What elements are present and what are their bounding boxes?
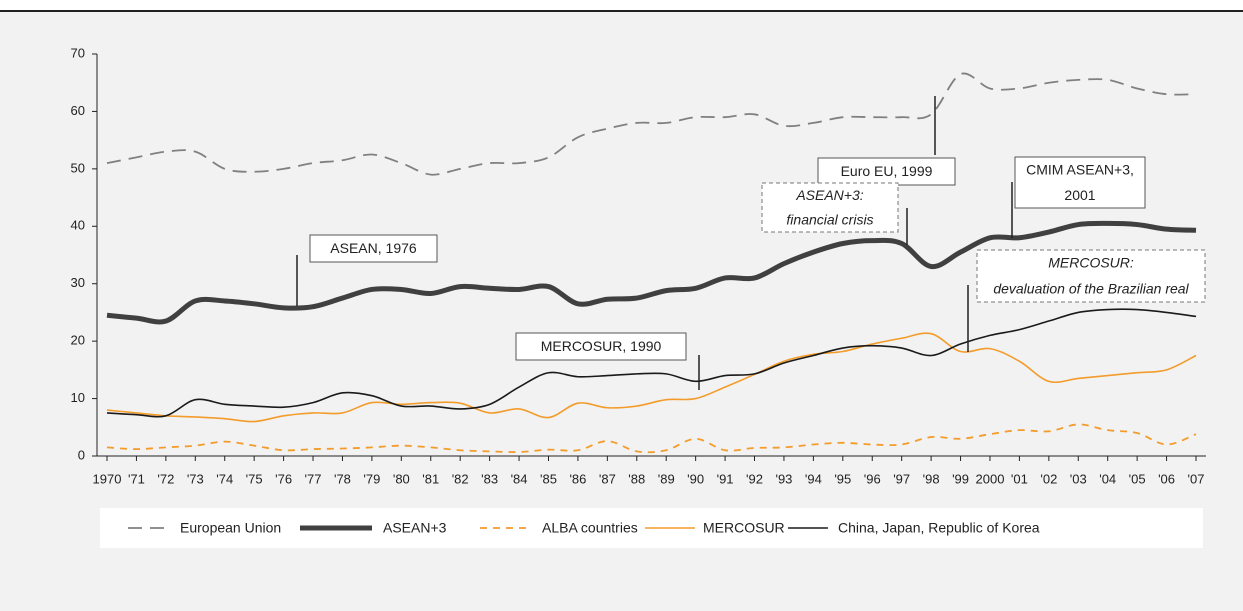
x-tick-label: '82 xyxy=(452,471,469,486)
x-tick-label: '91 xyxy=(717,471,734,486)
x-tick-label: '74 xyxy=(216,471,233,486)
x-tick-label: '79 xyxy=(363,471,380,486)
legend-label: MERCOSUR xyxy=(703,520,785,536)
annotation-text: ASEAN+3: xyxy=(795,187,863,203)
x-tick-label: '94 xyxy=(805,471,822,486)
x-tick-label: '84 xyxy=(511,471,528,486)
x-tick-label: '75 xyxy=(246,471,263,486)
annotation-box xyxy=(515,332,687,361)
x-tick-label: '76 xyxy=(275,471,292,486)
x-tick-label: '80 xyxy=(393,471,410,486)
annotation-text: 2001 xyxy=(1064,187,1095,203)
x-tick-label: '87 xyxy=(599,471,616,486)
x-tick-label: '98 xyxy=(923,471,940,486)
annotation-box xyxy=(761,182,899,233)
x-tick-label: '06 xyxy=(1158,471,1175,486)
x-tick-label: '81 xyxy=(422,471,439,486)
x-tick-label: '88 xyxy=(628,471,645,486)
legend-label: China, Japan, Republic of Korea xyxy=(838,520,1040,536)
x-tick-label: '03 xyxy=(1070,471,1087,486)
x-tick-label: 2000 xyxy=(976,471,1005,486)
x-tick-label: '97 xyxy=(893,471,910,486)
x-tick-label: '86 xyxy=(569,471,586,486)
x-tick-label: '93 xyxy=(775,471,792,486)
x-tick-label: '77 xyxy=(305,471,322,486)
x-tick-label: '05 xyxy=(1129,471,1146,486)
annotation-text: MERCOSUR, 1990 xyxy=(541,338,662,354)
x-tick-label: '89 xyxy=(658,471,675,486)
x-tick-label: '71 xyxy=(128,471,145,486)
x-tick-label: '99 xyxy=(952,471,969,486)
x-tick-label: '01 xyxy=(1011,471,1028,486)
annotation-text: Euro EU, 1999 xyxy=(841,163,933,179)
series-line xyxy=(106,308,1197,418)
x-tick-label: '92 xyxy=(746,471,763,486)
y-tick-label: 30 xyxy=(71,275,85,290)
annotation-box xyxy=(309,234,438,263)
legend-label: European Union xyxy=(180,520,281,536)
x-tick-label: '02 xyxy=(1040,471,1057,486)
annotation-text: financial crisis xyxy=(786,211,873,227)
series-line xyxy=(106,72,1197,176)
annotation-text: MERCOSUR: xyxy=(1048,255,1134,271)
series-line xyxy=(106,332,1197,423)
x-tick-label: '85 xyxy=(540,471,557,486)
x-tick-label: '73 xyxy=(187,471,204,486)
x-tick-label: '07 xyxy=(1188,471,1205,486)
annotation-text: ASEAN, 1976 xyxy=(330,240,417,256)
y-tick-label: 0 xyxy=(78,447,85,462)
y-tick-label: 40 xyxy=(71,218,85,233)
y-tick-label: 50 xyxy=(71,160,85,175)
x-tick-label: '78 xyxy=(334,471,351,486)
x-tick-label: 1970 xyxy=(93,471,122,486)
annotation-box xyxy=(976,249,1206,303)
series-line xyxy=(106,423,1197,454)
annotation-text: devaluation of the Brazilian real xyxy=(993,281,1189,297)
x-tick-label: '72 xyxy=(157,471,174,486)
x-tick-label: '83 xyxy=(481,471,498,486)
x-tick-label: '96 xyxy=(864,471,881,486)
x-tick-label: '90 xyxy=(687,471,704,486)
x-tick-label: '95 xyxy=(834,471,851,486)
annotation-text: CMIM ASEAN+3, xyxy=(1026,161,1134,177)
annotation-box xyxy=(1014,156,1146,209)
legend-label: ASEAN+3 xyxy=(383,520,447,536)
y-tick-label: 70 xyxy=(71,45,85,60)
x-tick-label: '04 xyxy=(1099,471,1116,486)
y-tick-label: 60 xyxy=(71,103,85,118)
series-line xyxy=(106,220,1197,325)
legend-label: ALBA countries xyxy=(542,520,638,536)
y-tick-label: 20 xyxy=(71,333,85,348)
y-tick-label: 10 xyxy=(71,390,85,405)
